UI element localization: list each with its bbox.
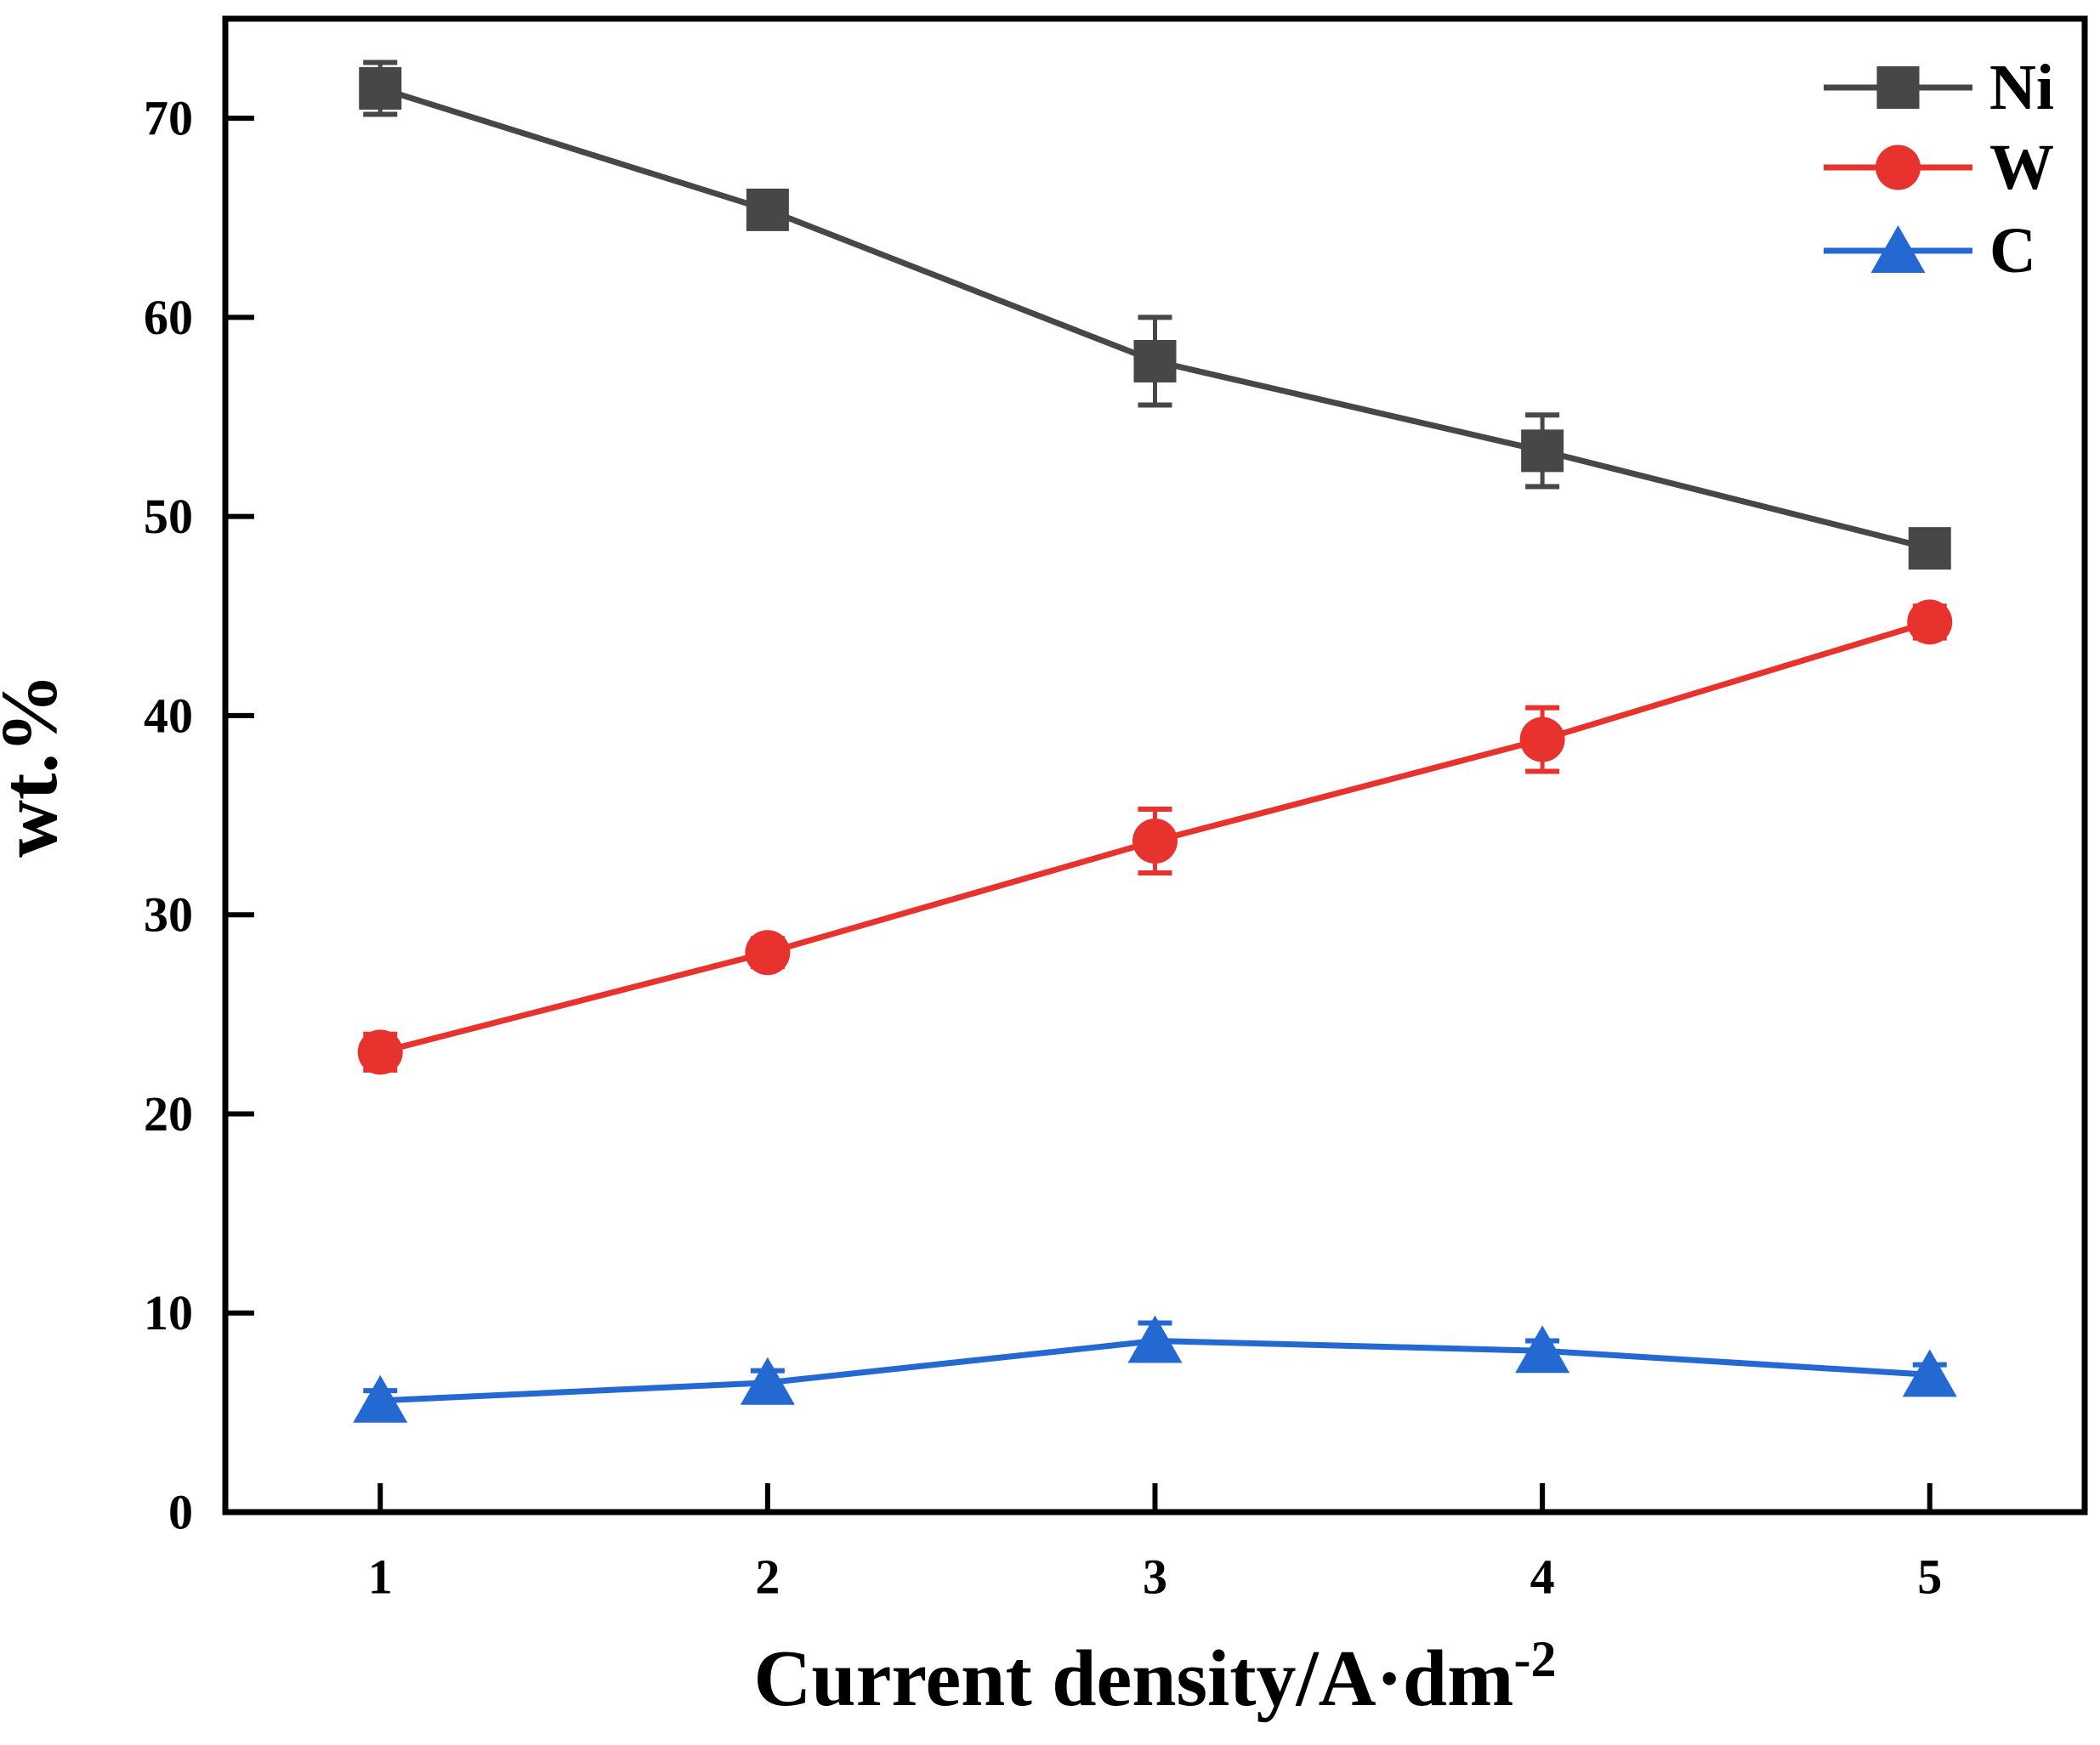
data-point-W — [357, 1029, 403, 1075]
data-point-C — [1127, 1315, 1183, 1363]
y-tick-label: 50 — [144, 489, 193, 544]
legend-label: C — [1989, 215, 2036, 286]
y-axis-title: wt.% — [0, 673, 74, 858]
y-tick-label: 40 — [144, 688, 193, 743]
y-tick-label: 60 — [144, 290, 193, 345]
plot-border — [222, 15, 2088, 1516]
data-point-W — [1907, 599, 1953, 645]
data-point-Ni — [746, 188, 789, 231]
series-C — [353, 1315, 1957, 1423]
series-Ni — [359, 59, 1951, 570]
legend-item-Ni: Ni — [1824, 52, 2054, 123]
y-tick-label: 0 — [168, 1485, 193, 1540]
y-tick-label: 10 — [144, 1285, 193, 1340]
data-point-W — [1132, 819, 1178, 864]
data-point-Ni — [359, 66, 402, 110]
x-tick-label: 1 — [368, 1550, 393, 1605]
legend-label: W — [1989, 132, 2054, 203]
x-tick-label: 5 — [1917, 1550, 1942, 1605]
x-tick-label: 3 — [1143, 1550, 1167, 1605]
x-axis-title: Current density/A·dm-2 — [754, 1631, 1557, 1723]
y-tick-label: 20 — [144, 1086, 193, 1142]
y-tick-label: 30 — [144, 887, 193, 943]
legend-marker-triangle — [1870, 225, 1926, 273]
data-point-C — [1515, 1325, 1570, 1374]
data-point-C — [353, 1374, 408, 1423]
legend-label: Ni — [1989, 52, 2054, 123]
x-tick-label: 4 — [1530, 1550, 1555, 1605]
data-point-Ni — [1133, 339, 1177, 382]
legend-marker-square — [1876, 66, 1920, 109]
data-point-Ni — [1908, 527, 1951, 570]
data-point-C — [740, 1357, 795, 1405]
x-tick-label: 2 — [755, 1550, 780, 1605]
data-point-W — [1519, 717, 1565, 762]
data-point-W — [745, 930, 791, 976]
legend-item-C: C — [1824, 215, 2036, 286]
series-W — [357, 599, 1953, 1075]
legend-item-W: W — [1824, 132, 2054, 203]
legend-marker-circle — [1876, 144, 1921, 190]
y-tick-label: 70 — [144, 91, 193, 146]
data-point-C — [1902, 1349, 1957, 1397]
data-point-Ni — [1521, 429, 1564, 473]
